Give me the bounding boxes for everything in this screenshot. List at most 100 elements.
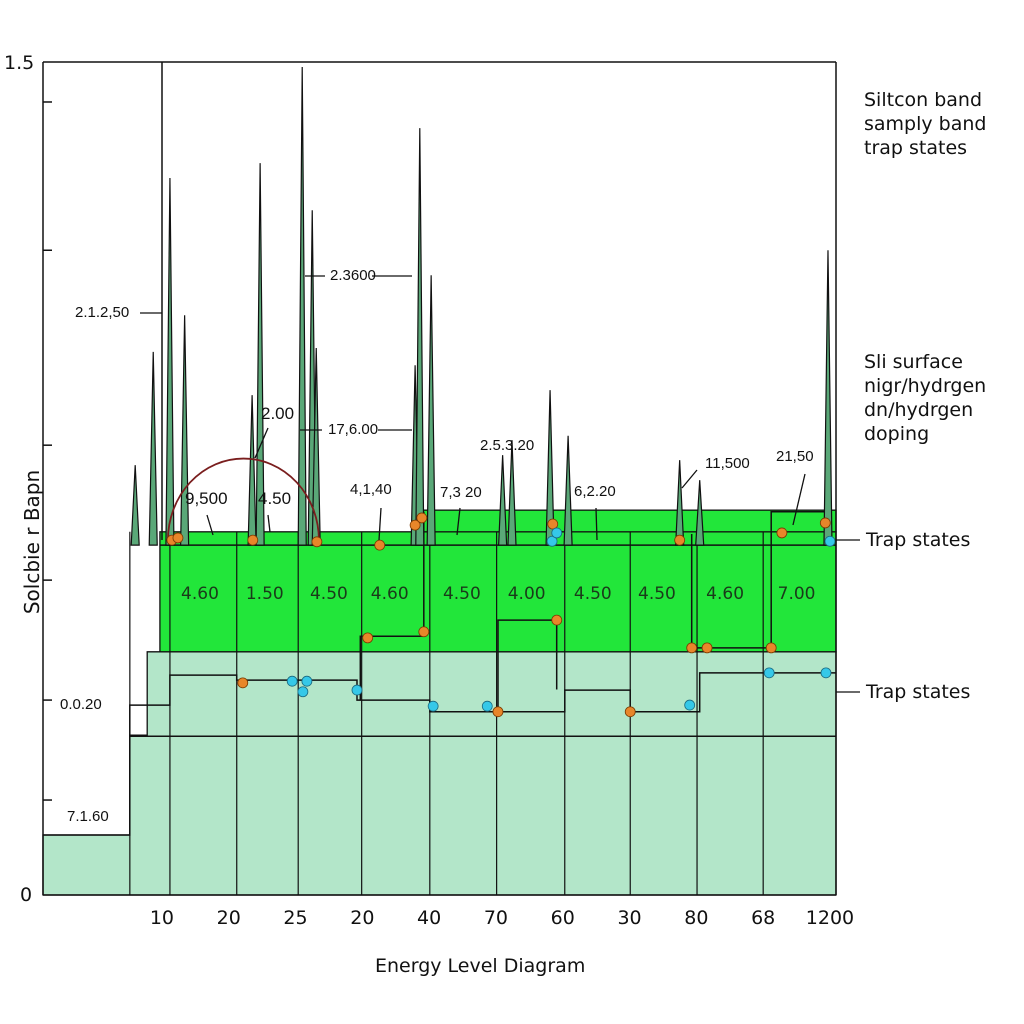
x-tick-label: 60 [550,907,575,929]
x-tick-label: 40 [417,907,442,929]
orange-trap-point [362,632,374,644]
x-tick-label: 68 [751,907,776,929]
orange-trap-point [237,677,249,689]
legend-bottom: Sli surface nigr/hydrgen dn/hydrgen dopi… [864,350,986,446]
orange-trap-point [819,517,831,529]
legend-entry: samply band [864,113,987,135]
spike-peak [165,178,175,546]
x-tick-label: 70 [483,907,509,929]
orange-trap-point [686,642,698,654]
spike-peak [695,480,705,546]
trap-states-label: Trap states [866,529,971,551]
x-axis-title: Energy Level Diagram [375,955,586,977]
trap-states-label: Trap states [866,681,971,703]
orange-trap-point [172,532,184,544]
annotation-label: 9,500 [185,489,228,508]
annotation-label: 2.5.3.20 [480,437,535,454]
orange-trap-point [247,534,259,546]
x-tick-label: 1200 [805,907,855,929]
band-value-label: 4.50 [309,584,348,604]
trap-arc [167,457,320,541]
x-tick-label: 10 [149,907,174,929]
annotation-label: 11,500 [705,455,750,472]
spike-peak [130,465,140,546]
orange-trap-point [551,614,563,626]
orange-trap-point [547,518,559,530]
x-tick-label: 30 [617,907,642,929]
orange-trap-point [765,642,777,654]
orange-trap-point [311,536,323,548]
cyan-trap-point [684,699,696,711]
conduction-band-upper [414,509,837,533]
orange-trap-point [701,642,713,654]
band-value-label: 4.50 [638,584,676,604]
cyan-trap-point [820,667,832,679]
x-tick-label: 20 [216,907,241,929]
spike-peak [415,128,425,546]
annotation-label: 21,50 [776,448,814,465]
annotation-label: 4.50 [258,489,292,508]
legend-entry: doping [864,423,930,445]
x-tick-label: 25 [283,907,308,929]
orange-trap-point [409,519,421,531]
spike-peak [426,275,436,546]
legend-entry: Siltcon band [864,89,983,111]
substrate-region [42,651,837,896]
cyan-trap-point [481,700,493,712]
annotation-label: 2.3600 [330,267,376,284]
cyan-trap-point [286,675,298,687]
step-line [43,672,836,836]
spike-peak [563,435,573,546]
step-line [359,511,425,701]
orange-trap-point [418,626,430,638]
spike-peak [247,395,257,546]
x-tick-label: 20 [350,907,375,929]
step-line [497,619,558,712]
legend-entry: nigr/hydrgen [864,375,987,397]
spike-peak [180,315,190,546]
orange-trap-point [374,539,386,551]
annotation-label: 7,3 20 [440,484,482,501]
orange-trap-point [416,512,428,524]
spike-peak [148,351,158,546]
band-value-label: 7.00 [777,584,816,604]
annotation-label: 7.1.60 [67,808,109,825]
annotation-label: 2.00 [261,404,295,423]
cyan-trap-point [297,686,309,698]
band-value-label: 4.60 [370,584,409,604]
band-value-label: 4.50 [442,584,481,604]
spike-peak [297,66,307,546]
cyan-trap-point [546,535,558,547]
legend-entry: dn/hydrgen [864,399,974,421]
orange-trap-point [624,706,636,718]
orange-trap-point [776,527,788,539]
cyan-trap-point [427,700,439,712]
spike-peak [498,455,508,546]
annotation-label: 17,6.00 [328,421,379,438]
spike-peak [507,440,517,546]
annotation-leaders [140,275,860,693]
cyan-trap-point [301,675,313,687]
y-axis-title: Solcbie r Bapn [20,469,45,615]
y-tick-label: 1.5 [4,52,35,74]
legend-entry: Sli surface [864,351,963,373]
cyan-trap-point [551,527,563,539]
band-value-label: 4.50 [573,584,612,604]
y-tick-label: 0 [20,884,33,906]
x-tick-label: 80 [684,907,709,929]
band-value-label: 4.60 [181,584,219,604]
band-value-label: 1.50 [245,584,284,604]
annotation-label: 0.0.20 [60,696,102,713]
spike-peak [675,460,685,546]
band-value-label: 4.60 [706,584,745,604]
legend-entry: trap states [864,137,968,159]
cyan-trap-point [763,667,775,679]
spike-peak [255,163,265,546]
cyan-trap-point [351,684,363,696]
orange-trap-point [674,534,686,546]
band-value-label: 4.00 [507,584,546,604]
spike-peak [823,250,833,546]
orange-trap-point [492,706,504,718]
legend-top: Siltcon band samply band trap states [864,88,986,160]
